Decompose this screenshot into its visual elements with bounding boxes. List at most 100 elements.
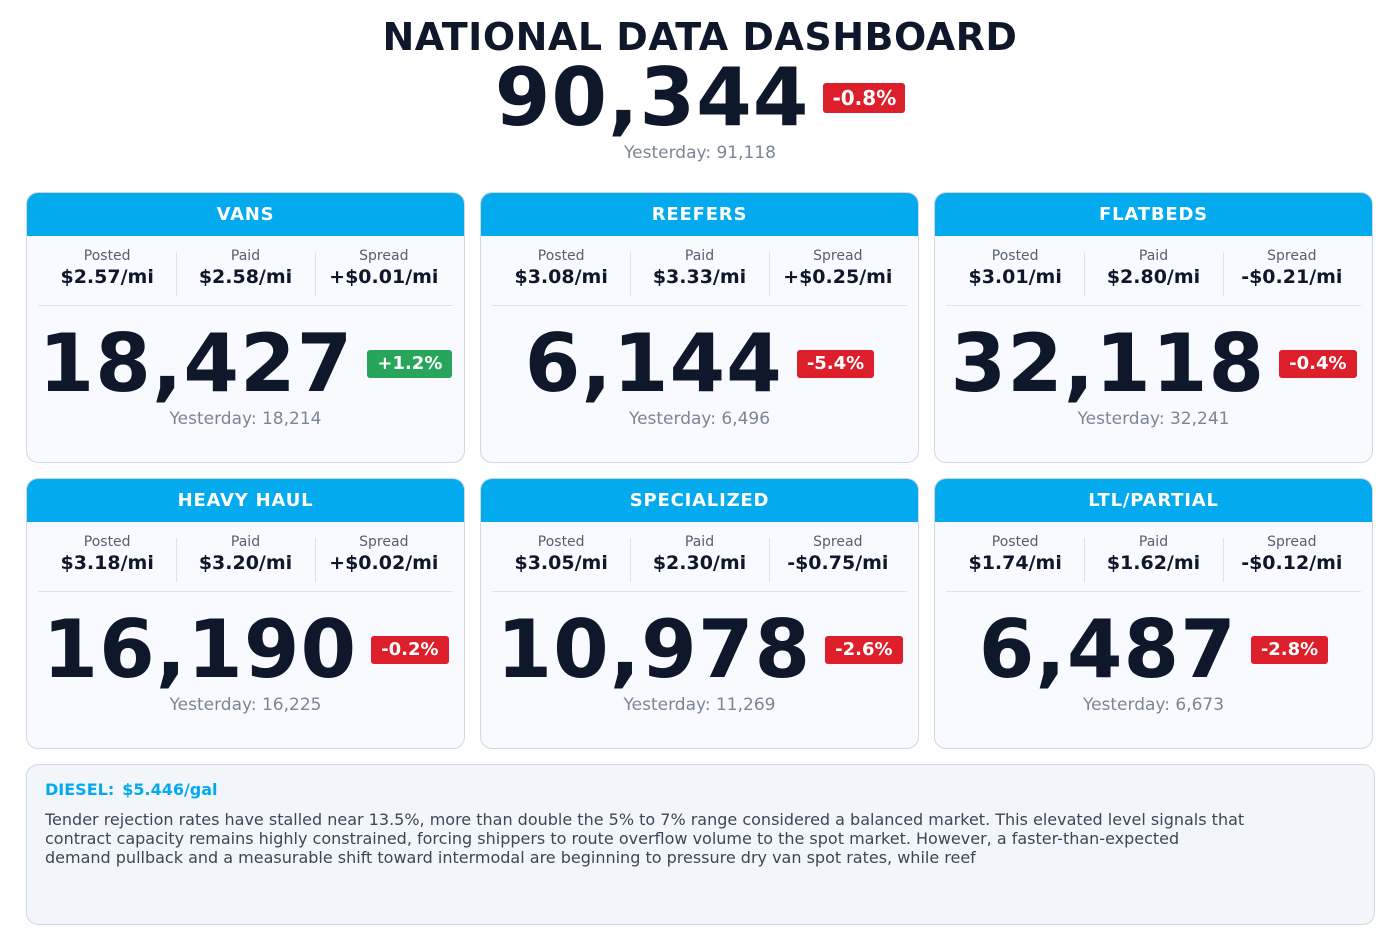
total-loads-value: 90,344 — [494, 51, 810, 144]
yesterday-count: Yesterday: 6,673 — [1082, 695, 1225, 715]
card-title: SPECIALIZED — [481, 479, 918, 522]
card-title: VANS — [27, 193, 464, 236]
total-change-badge: -0.8% — [823, 83, 906, 113]
paid-label: Paid — [1138, 534, 1169, 550]
spread-metric: Spread -$0.21/mi — [1222, 248, 1361, 305]
load-count: 16,190 — [42, 603, 358, 696]
spread-value: +$0.02/mi — [329, 552, 439, 574]
spread-label: Spread — [1267, 534, 1317, 550]
card-title: REEFERS — [481, 193, 918, 236]
posted-metric: Posted $3.18/mi — [38, 534, 176, 591]
paid-value: $2.58/mi — [198, 266, 293, 288]
paid-value: $3.33/mi — [652, 266, 747, 288]
spread-value: +$0.01/mi — [329, 266, 439, 288]
paid-metric: Paid $1.62/mi — [1084, 534, 1222, 591]
diesel-label: DIESEL: — [45, 780, 115, 799]
posted-label: Posted — [537, 534, 585, 550]
spread-label: Spread — [1267, 248, 1317, 264]
load-count-row: 6,487 -2.8% — [935, 604, 1372, 696]
rate-metrics: Posted $3.05/mi Paid $2.30/mi Spread -$0… — [492, 522, 907, 592]
change-badge: -2.8% — [1250, 636, 1329, 664]
load-count-row: 6,144 -5.4% — [481, 318, 918, 410]
posted-label: Posted — [991, 248, 1039, 264]
posted-value: $1.74/mi — [968, 552, 1062, 574]
posted-value: $2.57/mi — [60, 266, 154, 288]
diesel-commentary-panel: DIESEL: $5.446/gal Tender rejection rates… — [26, 764, 1375, 925]
rate-metrics: Posted $3.08/mi Paid $3.33/mi Spread +$0… — [492, 236, 907, 306]
posted-value: $3.05/mi — [514, 552, 608, 574]
paid-label: Paid — [230, 248, 261, 264]
paid-metric: Paid $3.33/mi — [630, 248, 768, 305]
diesel-price-line: DIESEL: $5.446/gal — [45, 780, 1356, 800]
yesterday-count: Yesterday: 32,241 — [1077, 409, 1230, 429]
paid-label: Paid — [684, 534, 715, 550]
spread-metric: Spread +$0.25/mi — [768, 248, 907, 305]
paid-metric: Paid $2.30/mi — [630, 534, 768, 591]
total-loads-row: 90,344 -0.8% — [0, 51, 1400, 144]
paid-metric: Paid $2.80/mi — [1084, 248, 1222, 305]
posted-value: $3.18/mi — [60, 552, 154, 574]
yesterday-count: Yesterday: 16,225 — [169, 695, 322, 715]
paid-metric: Paid $2.58/mi — [176, 248, 314, 305]
rate-metrics: Posted $3.01/mi Paid $2.80/mi Spread -$0… — [946, 236, 1361, 306]
paid-value: $3.20/mi — [198, 552, 293, 574]
load-count-row: 16,190 -0.2% — [27, 604, 464, 696]
posted-value: $3.08/mi — [514, 266, 608, 288]
load-count-row: 10,978 -2.6% — [481, 604, 918, 696]
posted-metric: Posted $3.05/mi — [492, 534, 630, 591]
card-vans: VANS Posted $2.57/mi Paid $2.58/mi Sprea… — [26, 192, 465, 463]
yesterday-count: Yesterday: 6,496 — [628, 409, 771, 429]
paid-label: Paid — [1138, 248, 1169, 264]
spread-value: +$0.25/mi — [783, 266, 893, 288]
spread-label: Spread — [359, 248, 409, 264]
diesel-price: $5.446/gal — [122, 780, 218, 799]
posted-metric: Posted $1.74/mi — [946, 534, 1084, 591]
change-badge: -5.4% — [796, 350, 875, 378]
posted-label: Posted — [83, 534, 131, 550]
spread-label: Spread — [813, 534, 863, 550]
spread-value: -$0.21/mi — [1241, 266, 1343, 288]
paid-label: Paid — [684, 248, 715, 264]
paid-metric: Paid $3.20/mi — [176, 534, 314, 591]
rate-metrics: Posted $2.57/mi Paid $2.58/mi Spread +$0… — [38, 236, 453, 306]
card-title: HEAVY HAUL — [27, 479, 464, 522]
spread-value: -$0.12/mi — [1241, 552, 1343, 574]
posted-label: Posted — [83, 248, 131, 264]
paid-value: $2.80/mi — [1106, 266, 1201, 288]
spread-value: -$0.75/mi — [787, 552, 889, 574]
dashboard-header: NATIONAL DATA DASHBOARD 90,344 -0.8% Yes… — [0, 14, 1400, 164]
posted-value: $3.01/mi — [968, 266, 1062, 288]
page-title: NATIONAL DATA DASHBOARD — [382, 15, 1018, 59]
change-badge: -2.6% — [825, 636, 903, 664]
market-commentary: Tender rejection rates have stalled near… — [45, 810, 1245, 867]
card-title: LTL/PARTIAL — [935, 479, 1372, 522]
load-count: 6,144 — [524, 317, 783, 410]
spread-label: Spread — [359, 534, 409, 550]
load-count: 6,487 — [978, 603, 1237, 696]
posted-metric: Posted $2.57/mi — [38, 248, 176, 305]
card-title: FLATBEDS — [935, 193, 1372, 236]
yesterday-count: Yesterday: 11,269 — [623, 695, 776, 715]
load-count: 18,427 — [38, 317, 354, 410]
total-yesterday: Yesterday: 91,118 — [624, 143, 776, 163]
spread-metric: Spread -$0.12/mi — [1222, 534, 1361, 591]
load-count-row: 32,118 -0.4% — [935, 318, 1372, 410]
change-badge: +1.2% — [367, 350, 453, 378]
card-reefers: REEFERS Posted $3.08/mi Paid $3.33/mi Sp… — [480, 192, 919, 463]
card-ltl-partial: LTL/PARTIAL Posted $1.74/mi Paid $1.62/m… — [934, 478, 1373, 749]
card-flatbeds: FLATBEDS Posted $3.01/mi Paid $2.80/mi S… — [934, 192, 1373, 463]
spread-metric: Spread +$0.02/mi — [314, 534, 453, 591]
card-heavy-haul: HEAVY HAUL Posted $3.18/mi Paid $3.20/mi… — [26, 478, 465, 749]
rate-metrics: Posted $3.18/mi Paid $3.20/mi Spread +$0… — [38, 522, 453, 592]
paid-value: $2.30/mi — [652, 552, 747, 574]
spread-metric: Spread -$0.75/mi — [768, 534, 907, 591]
change-badge: -0.4% — [1279, 350, 1357, 378]
load-count-row: 18,427 +1.2% — [27, 318, 464, 410]
posted-label: Posted — [991, 534, 1039, 550]
change-badge: -0.2% — [371, 636, 449, 664]
spread-label: Spread — [813, 248, 863, 264]
load-count: 10,978 — [496, 603, 812, 696]
yesterday-count: Yesterday: 18,214 — [169, 409, 322, 429]
rate-metrics: Posted $1.74/mi Paid $1.62/mi Spread -$0… — [946, 522, 1361, 592]
